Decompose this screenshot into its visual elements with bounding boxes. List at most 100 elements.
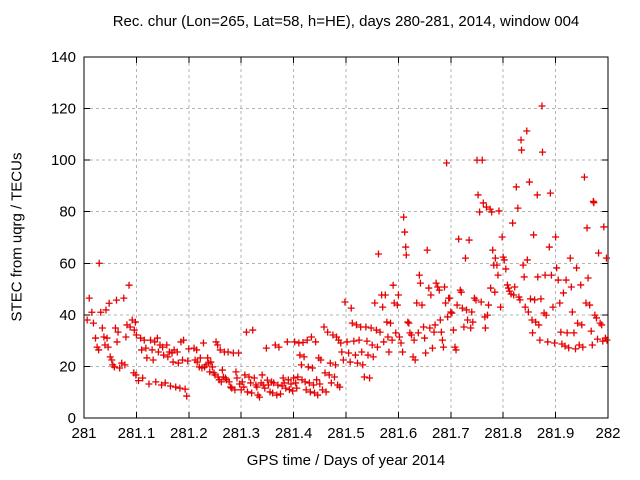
data-point xyxy=(551,339,559,347)
y-tick-label: 80 xyxy=(59,204,76,221)
data-point xyxy=(495,207,503,215)
data-point xyxy=(307,333,315,341)
data-point xyxy=(563,329,571,337)
data-point xyxy=(414,329,422,337)
data-point xyxy=(578,321,586,329)
data-point xyxy=(316,380,324,388)
data-point xyxy=(312,338,320,346)
data-point xyxy=(224,348,232,356)
data-point xyxy=(573,264,581,272)
data-point xyxy=(587,327,595,335)
data-point xyxy=(232,368,240,376)
data-point xyxy=(303,336,311,344)
data-point xyxy=(485,301,493,309)
data-point xyxy=(502,265,510,273)
data-point xyxy=(184,357,192,365)
data-point xyxy=(546,189,554,197)
data-point xyxy=(529,329,537,337)
data-point xyxy=(461,254,469,262)
data-point xyxy=(544,338,552,346)
data-point xyxy=(348,319,356,327)
data-point xyxy=(584,274,592,282)
data-point xyxy=(580,173,588,181)
data-point xyxy=(207,358,215,366)
data-point xyxy=(114,328,122,336)
data-point xyxy=(153,334,161,342)
data-point xyxy=(180,336,188,344)
data-point xyxy=(88,308,96,316)
x-tick-label: 281 xyxy=(71,425,96,442)
data-point xyxy=(304,363,312,371)
data-point xyxy=(235,349,243,357)
data-point xyxy=(530,231,538,239)
data-point xyxy=(562,276,570,284)
data-point xyxy=(402,251,410,259)
data-point xyxy=(572,345,580,353)
data-point xyxy=(270,379,278,387)
data-point xyxy=(388,336,396,344)
data-point xyxy=(358,348,366,356)
data-point xyxy=(329,331,337,339)
data-point xyxy=(442,299,450,307)
data-point xyxy=(152,378,160,386)
y-tick-label: 120 xyxy=(51,101,76,118)
data-point xyxy=(392,329,400,337)
data-point xyxy=(372,326,380,334)
data-point xyxy=(138,346,146,354)
data-point xyxy=(196,354,204,362)
data-point xyxy=(384,333,392,341)
data-point xyxy=(523,256,531,264)
data-point xyxy=(400,213,408,221)
y-tick-label: 140 xyxy=(51,49,76,66)
data-point xyxy=(275,343,283,351)
data-point xyxy=(199,339,207,347)
data-point xyxy=(500,256,508,264)
data-point xyxy=(360,373,368,381)
x-tick-label: 282 xyxy=(595,425,620,442)
data-point xyxy=(590,199,598,207)
data-point xyxy=(111,324,119,332)
data-point xyxy=(100,333,108,341)
data-point xyxy=(570,329,578,337)
data-point xyxy=(318,386,326,394)
data-point xyxy=(389,281,397,289)
data-point xyxy=(164,353,172,361)
data-point xyxy=(179,356,187,364)
data-point xyxy=(290,374,298,382)
x-tick-label: 281.1 xyxy=(118,425,156,442)
data-point xyxy=(536,336,544,344)
data-point xyxy=(385,348,393,356)
data-point xyxy=(336,383,344,391)
data-point xyxy=(379,303,387,311)
data-point xyxy=(364,351,372,359)
data-point xyxy=(174,359,182,367)
x-tick-label: 281.7 xyxy=(432,425,470,442)
data-point xyxy=(394,291,402,299)
data-point xyxy=(598,321,606,329)
data-point xyxy=(516,296,524,304)
data-point xyxy=(517,136,525,144)
data-point xyxy=(491,288,499,296)
data-point xyxy=(489,246,497,254)
data-point xyxy=(602,254,610,262)
grid-lines xyxy=(84,57,608,418)
data-point xyxy=(401,228,409,236)
data-point xyxy=(218,366,226,374)
data-point xyxy=(436,316,444,324)
data-point xyxy=(583,224,591,232)
data-point xyxy=(301,378,309,386)
data-point xyxy=(291,338,299,346)
data-point xyxy=(134,377,142,385)
data-point xyxy=(145,380,153,388)
data-point xyxy=(561,342,569,350)
data-point xyxy=(552,233,560,241)
x-tick-label: 281.8 xyxy=(484,425,522,442)
data-point xyxy=(483,311,491,319)
data-point xyxy=(284,376,292,384)
y-tick-label: 60 xyxy=(59,255,76,272)
data-point xyxy=(126,323,134,331)
data-point xyxy=(397,339,405,347)
data-point xyxy=(121,361,129,369)
data-point xyxy=(346,358,354,366)
data-point xyxy=(443,159,451,167)
